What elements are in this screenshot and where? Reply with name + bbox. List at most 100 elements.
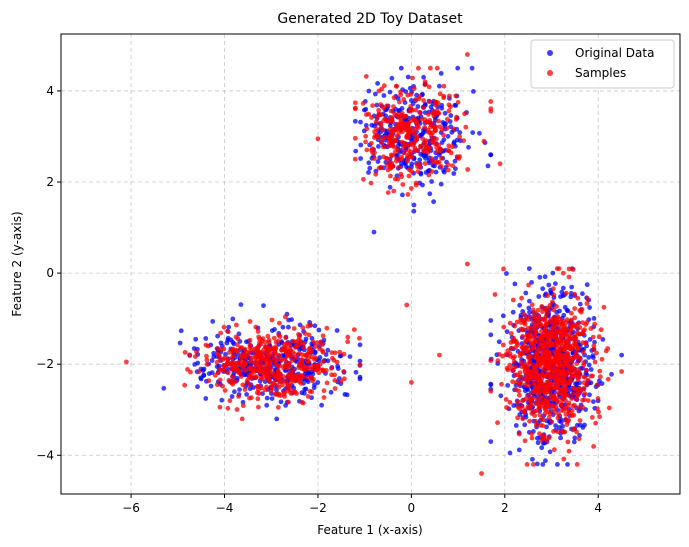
scatter-point <box>581 380 587 386</box>
scatter-point <box>565 419 571 424</box>
scatter-point <box>353 369 359 375</box>
scatter-point <box>571 439 577 445</box>
scatter-point <box>517 392 522 398</box>
x-tick-label: −4 <box>216 501 234 515</box>
scatter-point <box>448 113 454 118</box>
scatter-point <box>441 168 446 173</box>
scatter-point <box>373 171 379 177</box>
scatter-point <box>525 387 531 393</box>
scatter-point <box>374 102 380 108</box>
scatter-point <box>536 348 541 353</box>
data-points <box>124 52 624 476</box>
scatter-point <box>377 155 382 161</box>
scatter-point <box>230 374 235 380</box>
scatter-point <box>421 98 426 103</box>
scatter-point <box>530 456 535 462</box>
scatter-point <box>558 338 564 343</box>
scatter-point <box>580 404 585 410</box>
scatter-point <box>381 105 387 111</box>
scatter-point <box>521 320 527 326</box>
scatter-point <box>504 405 509 410</box>
scatter-point <box>272 392 278 397</box>
scatter-point <box>569 310 574 316</box>
scatter-point <box>446 143 452 149</box>
scatter-point <box>249 346 255 351</box>
scatter-point <box>531 343 537 349</box>
scatter-point <box>409 154 415 160</box>
scatter-point <box>347 354 353 359</box>
scatter-point <box>561 312 567 318</box>
scatter-point <box>352 118 358 124</box>
scatter-point <box>277 379 283 384</box>
scatter-point <box>534 461 540 467</box>
scatter-point <box>369 115 374 120</box>
scatter-point <box>387 184 393 190</box>
scatter-point <box>324 380 330 386</box>
scatter-point <box>551 393 557 399</box>
scatter-point <box>289 317 294 322</box>
scatter-point <box>278 393 284 398</box>
scatter-point <box>240 403 246 409</box>
scatter-point <box>531 363 536 368</box>
scatter-point <box>423 138 429 144</box>
scatter-point <box>544 424 549 430</box>
scatter-point <box>441 93 447 99</box>
scatter-point <box>417 157 423 163</box>
scatter-point <box>591 347 597 352</box>
scatter-point <box>592 321 598 327</box>
scatter-point <box>574 462 580 467</box>
scatter-point <box>568 378 573 384</box>
scatter-point <box>229 347 235 353</box>
scatter-point <box>465 52 470 57</box>
scatter-point <box>515 415 520 421</box>
scatter-point <box>554 322 560 327</box>
scatter-point <box>533 329 539 334</box>
scatter-point <box>419 132 425 138</box>
scatter-point <box>600 337 606 342</box>
scatter-point <box>234 348 240 354</box>
scatter-point <box>306 359 311 365</box>
scatter-point <box>588 373 594 379</box>
scatter-point <box>521 376 527 381</box>
scatter-point <box>247 319 253 324</box>
scatter-point <box>536 362 542 368</box>
scatter-point <box>419 116 425 122</box>
scatter-point <box>293 373 299 378</box>
scatter-point <box>533 422 539 428</box>
scatter-point <box>495 420 500 426</box>
scatter-point <box>275 357 280 362</box>
scatter-point <box>411 208 417 214</box>
scatter-point <box>293 355 299 361</box>
scatter-point <box>321 388 327 394</box>
scatter-point <box>178 328 184 334</box>
scatter-point <box>619 352 624 358</box>
scatter-point <box>301 345 306 350</box>
chart-title: Generated 2D Toy Dataset <box>277 11 463 27</box>
scatter-point <box>553 384 558 390</box>
scatter-point <box>208 383 214 389</box>
scatter-point <box>415 104 421 109</box>
scatter-point <box>296 332 301 337</box>
scatter-point <box>328 389 334 395</box>
scatter-point <box>391 188 397 194</box>
scatter-point <box>232 389 237 395</box>
scatter-point <box>526 382 532 388</box>
x-tick-label: 0 <box>408 501 416 515</box>
scatter-point <box>220 383 225 389</box>
scatter-point <box>434 144 439 150</box>
scatter-point <box>376 88 382 94</box>
scatter-point <box>244 339 249 345</box>
scatter-point <box>275 338 281 344</box>
scatter-point <box>455 99 461 105</box>
scatter-point <box>422 79 428 85</box>
scatter-point <box>394 124 399 130</box>
scatter-point <box>570 427 576 433</box>
scatter-point <box>572 435 578 441</box>
scatter-point <box>587 392 592 398</box>
scatter-point <box>374 114 380 120</box>
scatter-point <box>529 334 534 339</box>
scatter-point <box>439 105 445 111</box>
scatter-point <box>550 299 555 305</box>
scatter-point <box>557 308 562 314</box>
scatter-point <box>588 326 594 331</box>
